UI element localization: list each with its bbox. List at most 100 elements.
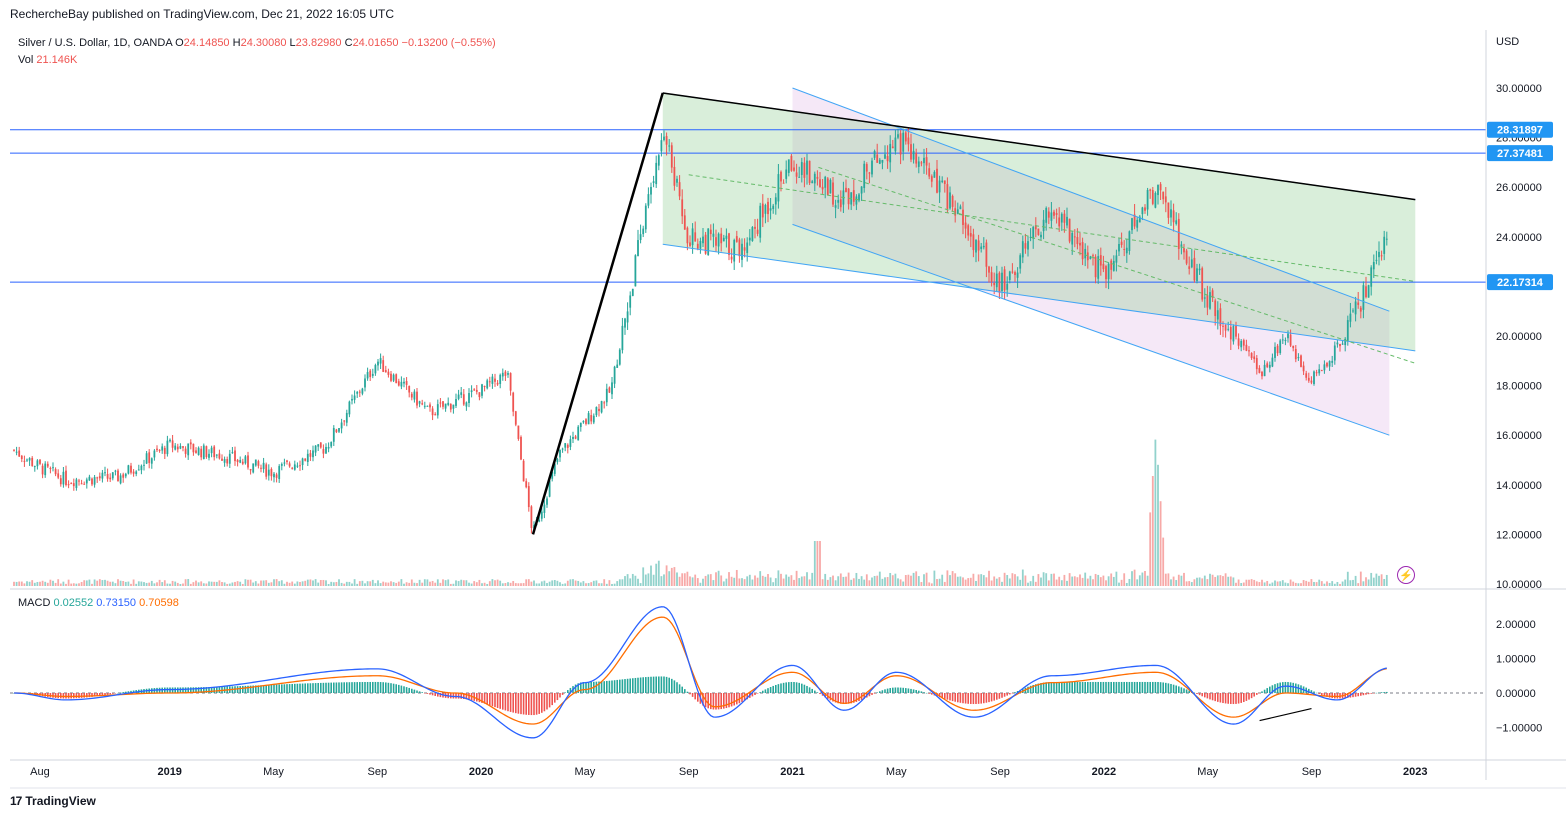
volume-bar (286, 581, 288, 586)
candle-body (548, 480, 551, 497)
volume-bar (1001, 581, 1003, 586)
macd-histogram-bar (179, 687, 182, 693)
candle-body (465, 402, 468, 407)
volume-bar (603, 579, 606, 586)
macd-histogram-bar (1321, 693, 1323, 696)
macd-histogram-bar (548, 693, 551, 708)
candle-body (1323, 364, 1326, 371)
macd-histogram-bar (1035, 684, 1037, 693)
macd-line-value: 0.73150 (96, 597, 137, 609)
candle-body (824, 176, 827, 188)
macd-histogram-bar (886, 688, 889, 693)
macd-histogram-bar (733, 693, 735, 706)
macd-histogram-bar (1383, 692, 1385, 693)
volume-bar (1385, 574, 1388, 586)
candle-body (538, 519, 541, 522)
volume-bar (1211, 574, 1214, 586)
macd-histogram-bar (1331, 693, 1333, 699)
volume-bar (780, 573, 782, 586)
volume-bar (852, 578, 855, 586)
candle-body (481, 384, 483, 396)
symbol-title[interactable]: Silver / U.S. Dollar, 1D, OANDA (18, 37, 173, 49)
candle-body (1131, 218, 1133, 231)
macd-histogram-bar (502, 693, 504, 710)
volume-bar (808, 579, 811, 586)
macd-histogram-bar (551, 693, 553, 706)
volume-bar (938, 578, 941, 586)
volume-bar (1016, 576, 1019, 586)
macd-histogram-bar (395, 684, 397, 693)
candle-body (603, 402, 606, 404)
volume-bar (1040, 577, 1042, 586)
macd-histogram-bar (400, 685, 403, 693)
candle-body (634, 255, 637, 287)
candle-body (1094, 256, 1097, 278)
tradingview-brand[interactable]: 17 TradingView (10, 794, 96, 808)
candle-body (244, 456, 247, 464)
volume-bar (413, 582, 416, 586)
candle-body (637, 240, 639, 257)
candle-body (291, 467, 294, 469)
candle-body (769, 208, 772, 211)
high-value: 24.30080 (240, 37, 287, 49)
macd-histogram-bar (1159, 682, 1162, 693)
candle-body (13, 449, 15, 451)
candle-body (460, 392, 463, 395)
candle-body (1136, 219, 1139, 228)
volume-bar (148, 582, 151, 586)
candle-body (699, 240, 702, 249)
macd-histogram-bar (972, 693, 975, 705)
macd-histogram-bar (275, 684, 278, 693)
volume-bar (655, 563, 658, 586)
candle-body (1287, 333, 1289, 339)
candle-body (184, 448, 187, 454)
candle-body (431, 408, 434, 416)
macd-histogram-bar (429, 693, 431, 695)
volume-bar (70, 583, 73, 586)
volume-bar (1248, 579, 1250, 586)
lightning-icon[interactable]: ⚡ (1397, 566, 1415, 584)
macd-histogram-bar (385, 682, 387, 693)
macd-histogram-bar (312, 683, 314, 693)
candle-body (462, 394, 465, 405)
volume-bar (897, 578, 899, 586)
volume-bar (535, 583, 538, 586)
candle-body (390, 373, 392, 381)
macd-label[interactable]: MACD (18, 597, 51, 609)
volume-bar (1118, 582, 1120, 586)
volume-bar (1318, 579, 1321, 586)
candle-body (1294, 348, 1297, 360)
volume-bar (676, 572, 678, 586)
candle-body (223, 459, 226, 463)
macd-histogram-bar (694, 693, 696, 700)
candle-body (512, 392, 515, 412)
volume-bar (460, 579, 463, 586)
candle-body (1045, 207, 1048, 223)
resistance-trendline (662, 92, 1416, 201)
macd-histogram-bar (91, 693, 93, 697)
volume-bar (1193, 579, 1196, 586)
macd-histogram-bar (559, 693, 561, 698)
candle-body (499, 374, 502, 384)
macd-histogram-bar (998, 693, 1001, 699)
candle-body (595, 407, 598, 416)
volume-bar (189, 583, 192, 586)
macd-histogram-bar (780, 683, 782, 693)
macd-histogram-bar (879, 691, 881, 693)
volume-bar (889, 572, 892, 586)
macd-histogram-bar (626, 678, 629, 693)
volume-bar (803, 576, 806, 586)
macd-histogram-bar (756, 693, 759, 694)
macd-histogram-bar (1139, 681, 1141, 693)
macd-histogram-bar (1375, 692, 1378, 694)
macd-histogram-bar (650, 676, 652, 693)
volume-bar (572, 579, 574, 586)
candle-body (488, 381, 491, 383)
volume-bar (1232, 577, 1235, 586)
volume-bar (332, 582, 335, 586)
candle-body (20, 455, 23, 459)
macd-histogram-bar (437, 693, 439, 697)
candle-body (1235, 325, 1237, 337)
volume-bar (462, 580, 465, 586)
